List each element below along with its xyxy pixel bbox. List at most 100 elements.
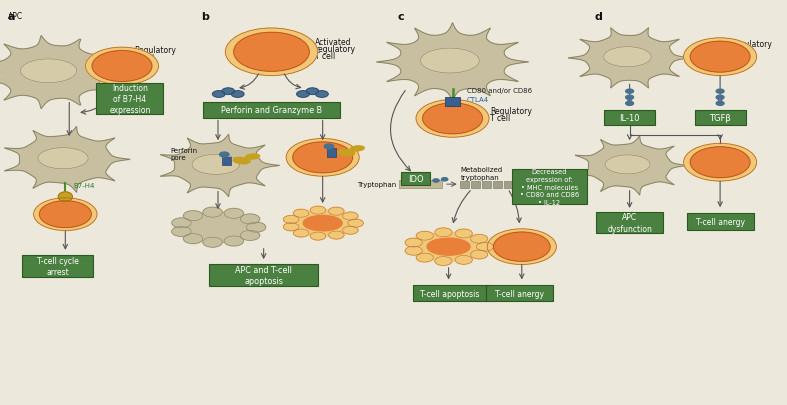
Circle shape — [416, 232, 434, 241]
Circle shape — [225, 29, 318, 77]
Text: TGFβ: TGFβ — [709, 114, 731, 123]
Circle shape — [342, 227, 358, 234]
Circle shape — [342, 213, 358, 220]
Polygon shape — [376, 23, 529, 102]
Circle shape — [172, 227, 191, 237]
Ellipse shape — [192, 155, 239, 175]
Circle shape — [231, 92, 244, 98]
Ellipse shape — [350, 147, 364, 151]
FancyBboxPatch shape — [96, 84, 164, 114]
Circle shape — [487, 229, 556, 265]
Circle shape — [416, 254, 434, 262]
Polygon shape — [568, 29, 691, 89]
Polygon shape — [5, 127, 130, 193]
Circle shape — [405, 239, 423, 247]
Circle shape — [310, 207, 326, 215]
Text: T cell: T cell — [730, 47, 751, 56]
Polygon shape — [575, 136, 688, 196]
Text: T cell: T cell — [77, 211, 98, 220]
Circle shape — [626, 102, 634, 106]
Text: b: b — [201, 12, 209, 22]
FancyBboxPatch shape — [471, 181, 480, 189]
Circle shape — [92, 51, 152, 82]
Ellipse shape — [38, 148, 88, 169]
Text: APC
dysfunction: APC dysfunction — [607, 213, 652, 233]
Text: d: d — [594, 12, 602, 22]
Circle shape — [234, 33, 309, 72]
Circle shape — [435, 228, 452, 237]
Circle shape — [34, 198, 97, 231]
Circle shape — [39, 201, 91, 228]
Text: IDO: IDO — [408, 175, 423, 183]
Circle shape — [423, 104, 482, 134]
Text: T-cell apoptosis: T-cell apoptosis — [420, 289, 480, 298]
Text: T cell: T cell — [315, 52, 335, 61]
Circle shape — [203, 208, 222, 217]
Circle shape — [306, 89, 319, 95]
FancyBboxPatch shape — [460, 181, 469, 189]
FancyBboxPatch shape — [482, 181, 491, 189]
Text: T-cell anergy: T-cell anergy — [495, 289, 544, 298]
Circle shape — [324, 145, 334, 149]
Circle shape — [348, 220, 364, 228]
Ellipse shape — [420, 49, 479, 74]
Circle shape — [203, 238, 222, 247]
FancyBboxPatch shape — [209, 264, 318, 287]
Circle shape — [716, 90, 724, 94]
Text: Decreased
expression of:
• MHC molecules
• CD80 and CD86
• IL-12: Decreased expression of: • MHC molecules… — [519, 168, 579, 206]
FancyBboxPatch shape — [327, 149, 336, 158]
Circle shape — [471, 250, 488, 259]
Text: Regulatory: Regulatory — [730, 40, 772, 49]
Circle shape — [328, 232, 344, 239]
Text: c: c — [397, 12, 404, 22]
Text: pore: pore — [171, 154, 187, 160]
Text: T cell: T cell — [490, 114, 511, 123]
Circle shape — [626, 96, 634, 100]
Circle shape — [416, 100, 489, 138]
Text: T-cell anergy: T-cell anergy — [696, 217, 745, 226]
FancyBboxPatch shape — [222, 157, 231, 166]
Circle shape — [690, 147, 750, 178]
FancyBboxPatch shape — [695, 111, 746, 126]
FancyBboxPatch shape — [686, 214, 754, 230]
Circle shape — [212, 92, 225, 98]
Text: Perforin: Perforin — [171, 148, 198, 153]
Circle shape — [690, 42, 750, 73]
Circle shape — [283, 216, 299, 224]
FancyBboxPatch shape — [399, 181, 442, 188]
Text: Activated: Activated — [315, 38, 351, 47]
Circle shape — [684, 144, 756, 181]
Text: CTLA4: CTLA4 — [467, 97, 489, 102]
Circle shape — [297, 92, 309, 98]
Circle shape — [183, 234, 203, 244]
Text: APC and T-cell
apoptosis: APC and T-cell apoptosis — [235, 265, 292, 286]
FancyBboxPatch shape — [486, 286, 553, 302]
Circle shape — [442, 178, 448, 181]
Circle shape — [493, 232, 550, 262]
Circle shape — [294, 210, 309, 217]
FancyBboxPatch shape — [604, 111, 655, 126]
Text: Induction
of B7-H4
expression: Induction of B7-H4 expression — [109, 83, 150, 115]
Circle shape — [183, 211, 203, 221]
Circle shape — [286, 139, 359, 177]
Circle shape — [283, 223, 299, 231]
Circle shape — [716, 96, 724, 100]
Text: ?: ? — [54, 198, 59, 208]
Text: Metabolized
tryptophan: Metabolized tryptophan — [460, 166, 503, 180]
FancyBboxPatch shape — [512, 170, 586, 204]
Ellipse shape — [290, 211, 356, 237]
Text: a: a — [8, 12, 16, 22]
Circle shape — [222, 89, 235, 95]
Text: Tryptophan: Tryptophan — [357, 182, 396, 188]
Ellipse shape — [246, 155, 260, 160]
Ellipse shape — [180, 213, 256, 243]
Circle shape — [294, 230, 309, 237]
Ellipse shape — [20, 60, 77, 83]
Ellipse shape — [604, 47, 652, 68]
Circle shape — [316, 92, 328, 98]
Circle shape — [240, 231, 260, 241]
FancyBboxPatch shape — [203, 103, 340, 118]
Circle shape — [86, 48, 158, 85]
FancyBboxPatch shape — [401, 173, 430, 185]
Circle shape — [716, 102, 724, 106]
